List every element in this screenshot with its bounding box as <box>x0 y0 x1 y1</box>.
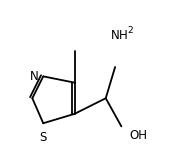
Text: N: N <box>30 70 39 83</box>
Text: OH: OH <box>129 129 147 142</box>
Text: S: S <box>39 131 47 144</box>
Text: H: H <box>119 29 128 42</box>
Text: N: N <box>111 29 120 42</box>
Text: 2: 2 <box>127 26 133 35</box>
